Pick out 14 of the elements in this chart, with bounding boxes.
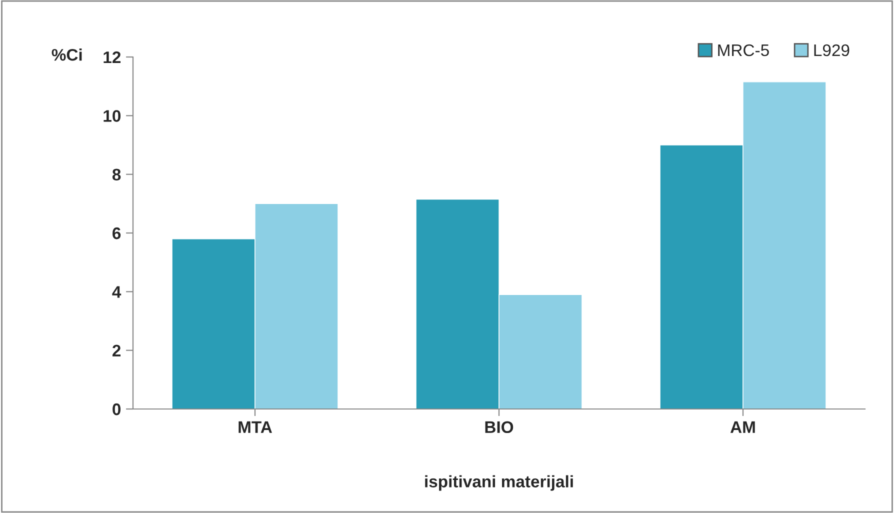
y-tick-label: 8 (112, 168, 121, 181)
y-axis-title: %Ci (52, 48, 82, 61)
y-tick-label: 10 (104, 110, 121, 122)
y-tick-label: 12 (104, 51, 121, 64)
legend-label: L929 (814, 44, 850, 56)
y-tick-label: 2 (112, 344, 121, 356)
x-tick-label: BIO (485, 421, 514, 434)
x-axis-title: ispitivani materijali (425, 475, 573, 491)
y-tick-label: 6 (112, 227, 121, 240)
legend-label: MRC-5 (718, 44, 769, 56)
x-tick-label: MTA (238, 421, 272, 433)
y-tick-label: 4 (112, 286, 122, 298)
y-tick-label: 0 (112, 403, 121, 416)
x-tick-label: AM (730, 421, 755, 433)
